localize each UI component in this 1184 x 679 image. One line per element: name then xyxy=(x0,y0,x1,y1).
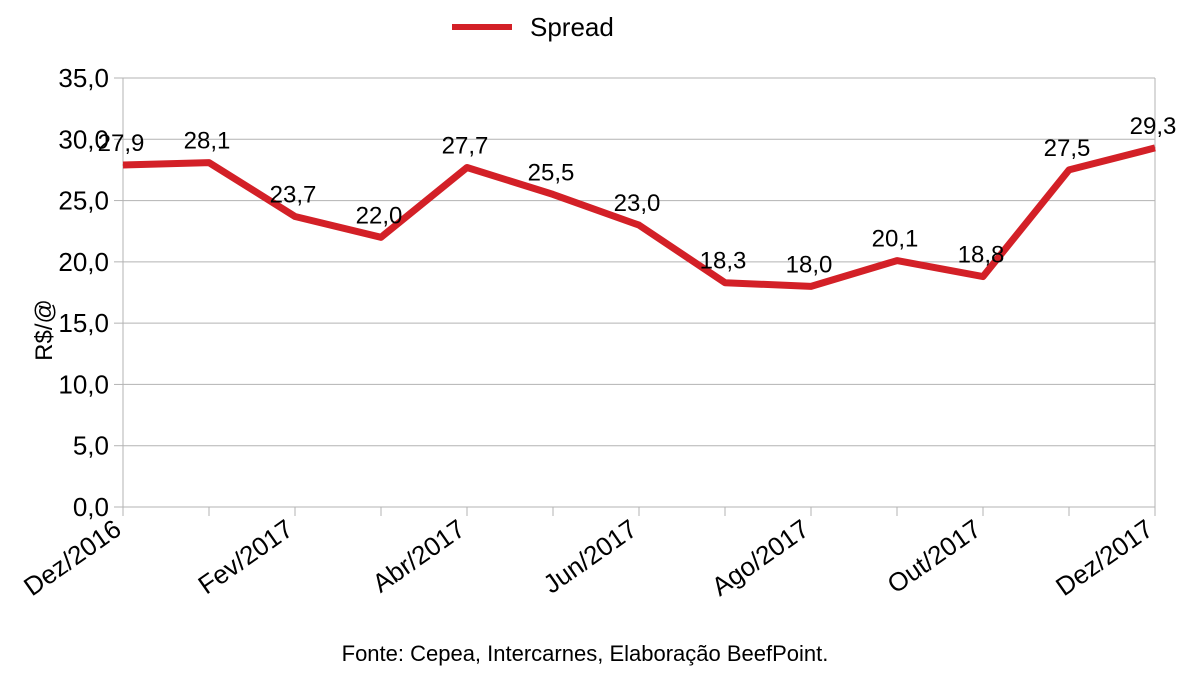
y-tick-label: 30,0 xyxy=(58,124,109,154)
data-label: 27,9 xyxy=(98,130,145,157)
data-point xyxy=(208,162,210,164)
data-label: 28,1 xyxy=(184,128,231,155)
data-label: 18,0 xyxy=(786,251,833,278)
y-tick-label: 25,0 xyxy=(58,186,109,216)
data-point xyxy=(122,164,124,166)
legend-label-spread: Spread xyxy=(530,12,614,42)
x-tick-label: Dez/2017 xyxy=(1050,513,1158,601)
data-point xyxy=(294,216,296,218)
series-lines xyxy=(122,144,1156,290)
data-label: 23,7 xyxy=(270,182,317,209)
data-point xyxy=(896,260,898,262)
source-note: Fonte: Cepea, Intercarnes, Elaboração Be… xyxy=(342,641,829,666)
y-tick-label: 20,0 xyxy=(58,247,109,277)
x-tick-label: Out/2017 xyxy=(882,513,987,599)
data-label: 29,3 xyxy=(1130,113,1177,140)
data-point xyxy=(466,166,468,168)
data-label: 23,0 xyxy=(614,190,661,217)
data-point xyxy=(724,282,726,284)
data-label: 18,3 xyxy=(700,248,747,275)
y-axis-ticks: 0,0 5,0 10,0 15,0 20,0 25,0 30,0 35,0 xyxy=(58,63,109,522)
data-point xyxy=(1154,147,1156,149)
data-point xyxy=(1068,169,1070,171)
data-label: 18,8 xyxy=(958,242,1005,269)
x-tick-label: Fev/2017 xyxy=(192,513,298,600)
data-point xyxy=(982,276,984,278)
data-label: 22,0 xyxy=(356,202,403,229)
gridlines xyxy=(123,77,1155,508)
data-point xyxy=(380,236,382,238)
data-label: 25,5 xyxy=(528,159,575,186)
x-axis-ticks: Dez/2016 Fev/2017 Abr/2017 Jun/2017 Ago/2017… xyxy=(18,513,1158,601)
data-labels: 27,9 28,1 23,7 22,0 27,7 25,5 23,0 18,3 18,0 20,1… xyxy=(98,113,1177,279)
y-tick-label: 15,0 xyxy=(58,308,109,338)
y-tick-label: 10,0 xyxy=(58,369,109,399)
y-axis-label: R$/@ xyxy=(31,299,58,361)
x-tick-label: Abr/2017 xyxy=(367,513,471,598)
data-label: 27,5 xyxy=(1044,135,1091,162)
data-point xyxy=(552,193,554,195)
data-label: 27,7 xyxy=(442,132,489,159)
axes xyxy=(114,77,1156,516)
y-tick-label: 35,0 xyxy=(58,63,109,93)
data-point xyxy=(810,285,812,287)
x-tick-label: Jun/2017 xyxy=(538,513,643,599)
data-point xyxy=(638,224,640,226)
data-label: 20,1 xyxy=(872,226,919,253)
y-tick-label: 5,0 xyxy=(73,431,109,461)
x-tick-label: Dez/2016 xyxy=(18,513,126,601)
legend: Spread xyxy=(452,12,614,42)
y-tick-label: 0,0 xyxy=(73,492,109,522)
x-tick-label: Ago/2017 xyxy=(706,513,814,601)
